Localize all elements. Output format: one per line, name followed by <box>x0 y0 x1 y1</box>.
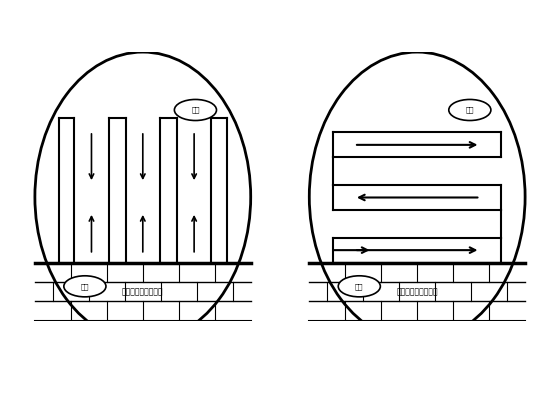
Text: 终点: 终点 <box>191 107 200 113</box>
Bar <box>309 262 525 320</box>
Text: 终点: 终点 <box>465 107 474 113</box>
Ellipse shape <box>64 276 106 297</box>
Text: 起点: 起点 <box>355 283 363 290</box>
Bar <box>35 262 251 320</box>
Ellipse shape <box>174 100 217 121</box>
Ellipse shape <box>449 100 491 121</box>
Ellipse shape <box>338 276 380 297</box>
Ellipse shape <box>309 52 525 341</box>
Text: 下台阶控制爆破开挖: 下台阶控制爆破开挖 <box>396 287 438 296</box>
Text: 起点: 起点 <box>81 283 89 290</box>
Text: 下台阶控制爆破开挖: 下台阶控制爆破开挖 <box>122 287 164 296</box>
Bar <box>11 320 274 368</box>
Bar <box>286 320 549 368</box>
Ellipse shape <box>35 52 251 341</box>
